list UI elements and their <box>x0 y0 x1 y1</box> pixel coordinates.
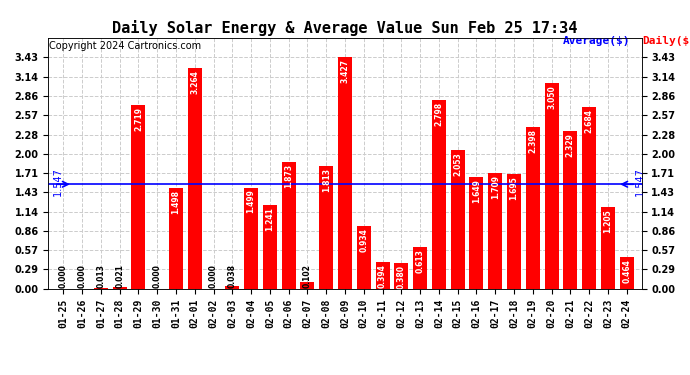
Text: 0.464: 0.464 <box>622 260 631 284</box>
Bar <box>451 150 464 289</box>
Text: Copyright 2024 Cartronics.com: Copyright 2024 Cartronics.com <box>49 41 201 51</box>
Text: 0.000: 0.000 <box>77 264 87 288</box>
Bar <box>563 132 578 289</box>
Text: 2.053: 2.053 <box>453 152 462 176</box>
Bar <box>357 226 371 289</box>
Text: 0.934: 0.934 <box>359 228 368 252</box>
Bar <box>489 173 502 289</box>
Text: 1.547: 1.547 <box>54 169 64 200</box>
Bar <box>413 248 427 289</box>
Bar <box>526 127 540 289</box>
Text: 0.021: 0.021 <box>115 264 124 288</box>
Bar <box>394 263 408 289</box>
Text: 0.038: 0.038 <box>228 264 237 288</box>
Text: 2.798: 2.798 <box>435 102 444 126</box>
Text: 1.547: 1.547 <box>636 169 646 200</box>
Text: 1.873: 1.873 <box>284 164 293 188</box>
Text: 2.329: 2.329 <box>566 134 575 158</box>
Text: 0.013: 0.013 <box>97 264 106 288</box>
Text: 1.499: 1.499 <box>246 189 255 213</box>
Text: 0.000: 0.000 <box>152 264 161 288</box>
Text: 1.649: 1.649 <box>472 179 481 203</box>
Bar <box>544 83 559 289</box>
Bar <box>319 166 333 289</box>
Bar <box>469 177 484 289</box>
Bar <box>432 100 446 289</box>
Text: 3.264: 3.264 <box>190 70 199 94</box>
Text: 2.684: 2.684 <box>584 110 593 134</box>
Text: 0.613: 0.613 <box>415 249 424 273</box>
Text: 1.498: 1.498 <box>172 190 181 214</box>
Bar <box>601 207 615 289</box>
Bar <box>244 188 258 289</box>
Text: Daily($): Daily($) <box>642 36 690 46</box>
Bar <box>112 287 127 289</box>
Bar <box>375 262 390 289</box>
Bar <box>169 188 183 289</box>
Text: 0.000: 0.000 <box>59 264 68 288</box>
Bar <box>131 105 146 289</box>
Bar <box>94 288 108 289</box>
Bar <box>582 108 596 289</box>
Text: 3.427: 3.427 <box>340 59 350 83</box>
Bar <box>188 68 201 289</box>
Bar <box>263 205 277 289</box>
Text: 1.695: 1.695 <box>509 176 518 200</box>
Text: 1.709: 1.709 <box>491 176 500 200</box>
Bar <box>282 162 296 289</box>
Bar <box>226 286 239 289</box>
Text: 1.813: 1.813 <box>322 168 331 192</box>
Text: 1.241: 1.241 <box>266 207 275 231</box>
Text: 2.398: 2.398 <box>529 129 538 153</box>
Text: Average($): Average($) <box>563 36 631 46</box>
Bar <box>300 282 315 289</box>
Text: 3.050: 3.050 <box>547 85 556 108</box>
Bar <box>620 257 633 289</box>
Text: 2.719: 2.719 <box>134 107 143 131</box>
Title: Daily Solar Energy & Average Value Sun Feb 25 17:34: Daily Solar Energy & Average Value Sun F… <box>112 20 578 36</box>
Bar <box>338 57 352 289</box>
Text: 0.000: 0.000 <box>209 264 218 288</box>
Text: 1.205: 1.205 <box>603 209 613 233</box>
Text: 0.102: 0.102 <box>303 264 312 288</box>
Text: 0.394: 0.394 <box>378 264 387 288</box>
Bar <box>507 174 521 289</box>
Text: 0.380: 0.380 <box>397 265 406 289</box>
